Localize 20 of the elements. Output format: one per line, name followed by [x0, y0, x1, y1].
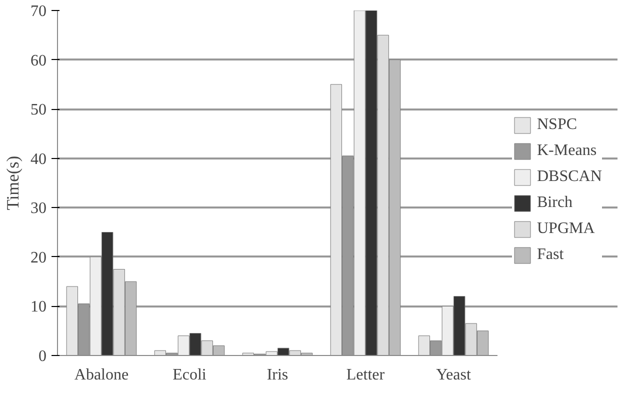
- x-tick-label: Ecoli: [172, 366, 207, 384]
- y-tick-label: 0: [38, 348, 46, 365]
- x-tick-label: Yeast: [436, 366, 472, 384]
- x-tick-label: Iris: [266, 366, 288, 384]
- y-tick-label: 20: [30, 249, 46, 266]
- legend-label: DBSCAN: [537, 168, 602, 186]
- legend-label: UPGMA: [537, 220, 595, 238]
- y-axis-title: Time(s): [4, 156, 22, 210]
- y-tick-label: 60: [30, 52, 46, 70]
- x-tick-label: Abalone: [74, 366, 129, 384]
- y-tick-label: 10: [30, 298, 46, 316]
- legend-label: Fast: [537, 246, 564, 264]
- x-tick-label: Letter: [346, 366, 386, 384]
- y-tick-label: 70: [30, 3, 46, 20]
- legend-label: NSPC: [537, 116, 578, 134]
- y-tick-label: 50: [30, 102, 46, 119]
- y-tick-label: 40: [30, 150, 46, 168]
- y-tick-label: 30: [30, 200, 46, 218]
- legend-label: K-Means: [537, 142, 597, 160]
- legend-label: Birch: [537, 194, 573, 212]
